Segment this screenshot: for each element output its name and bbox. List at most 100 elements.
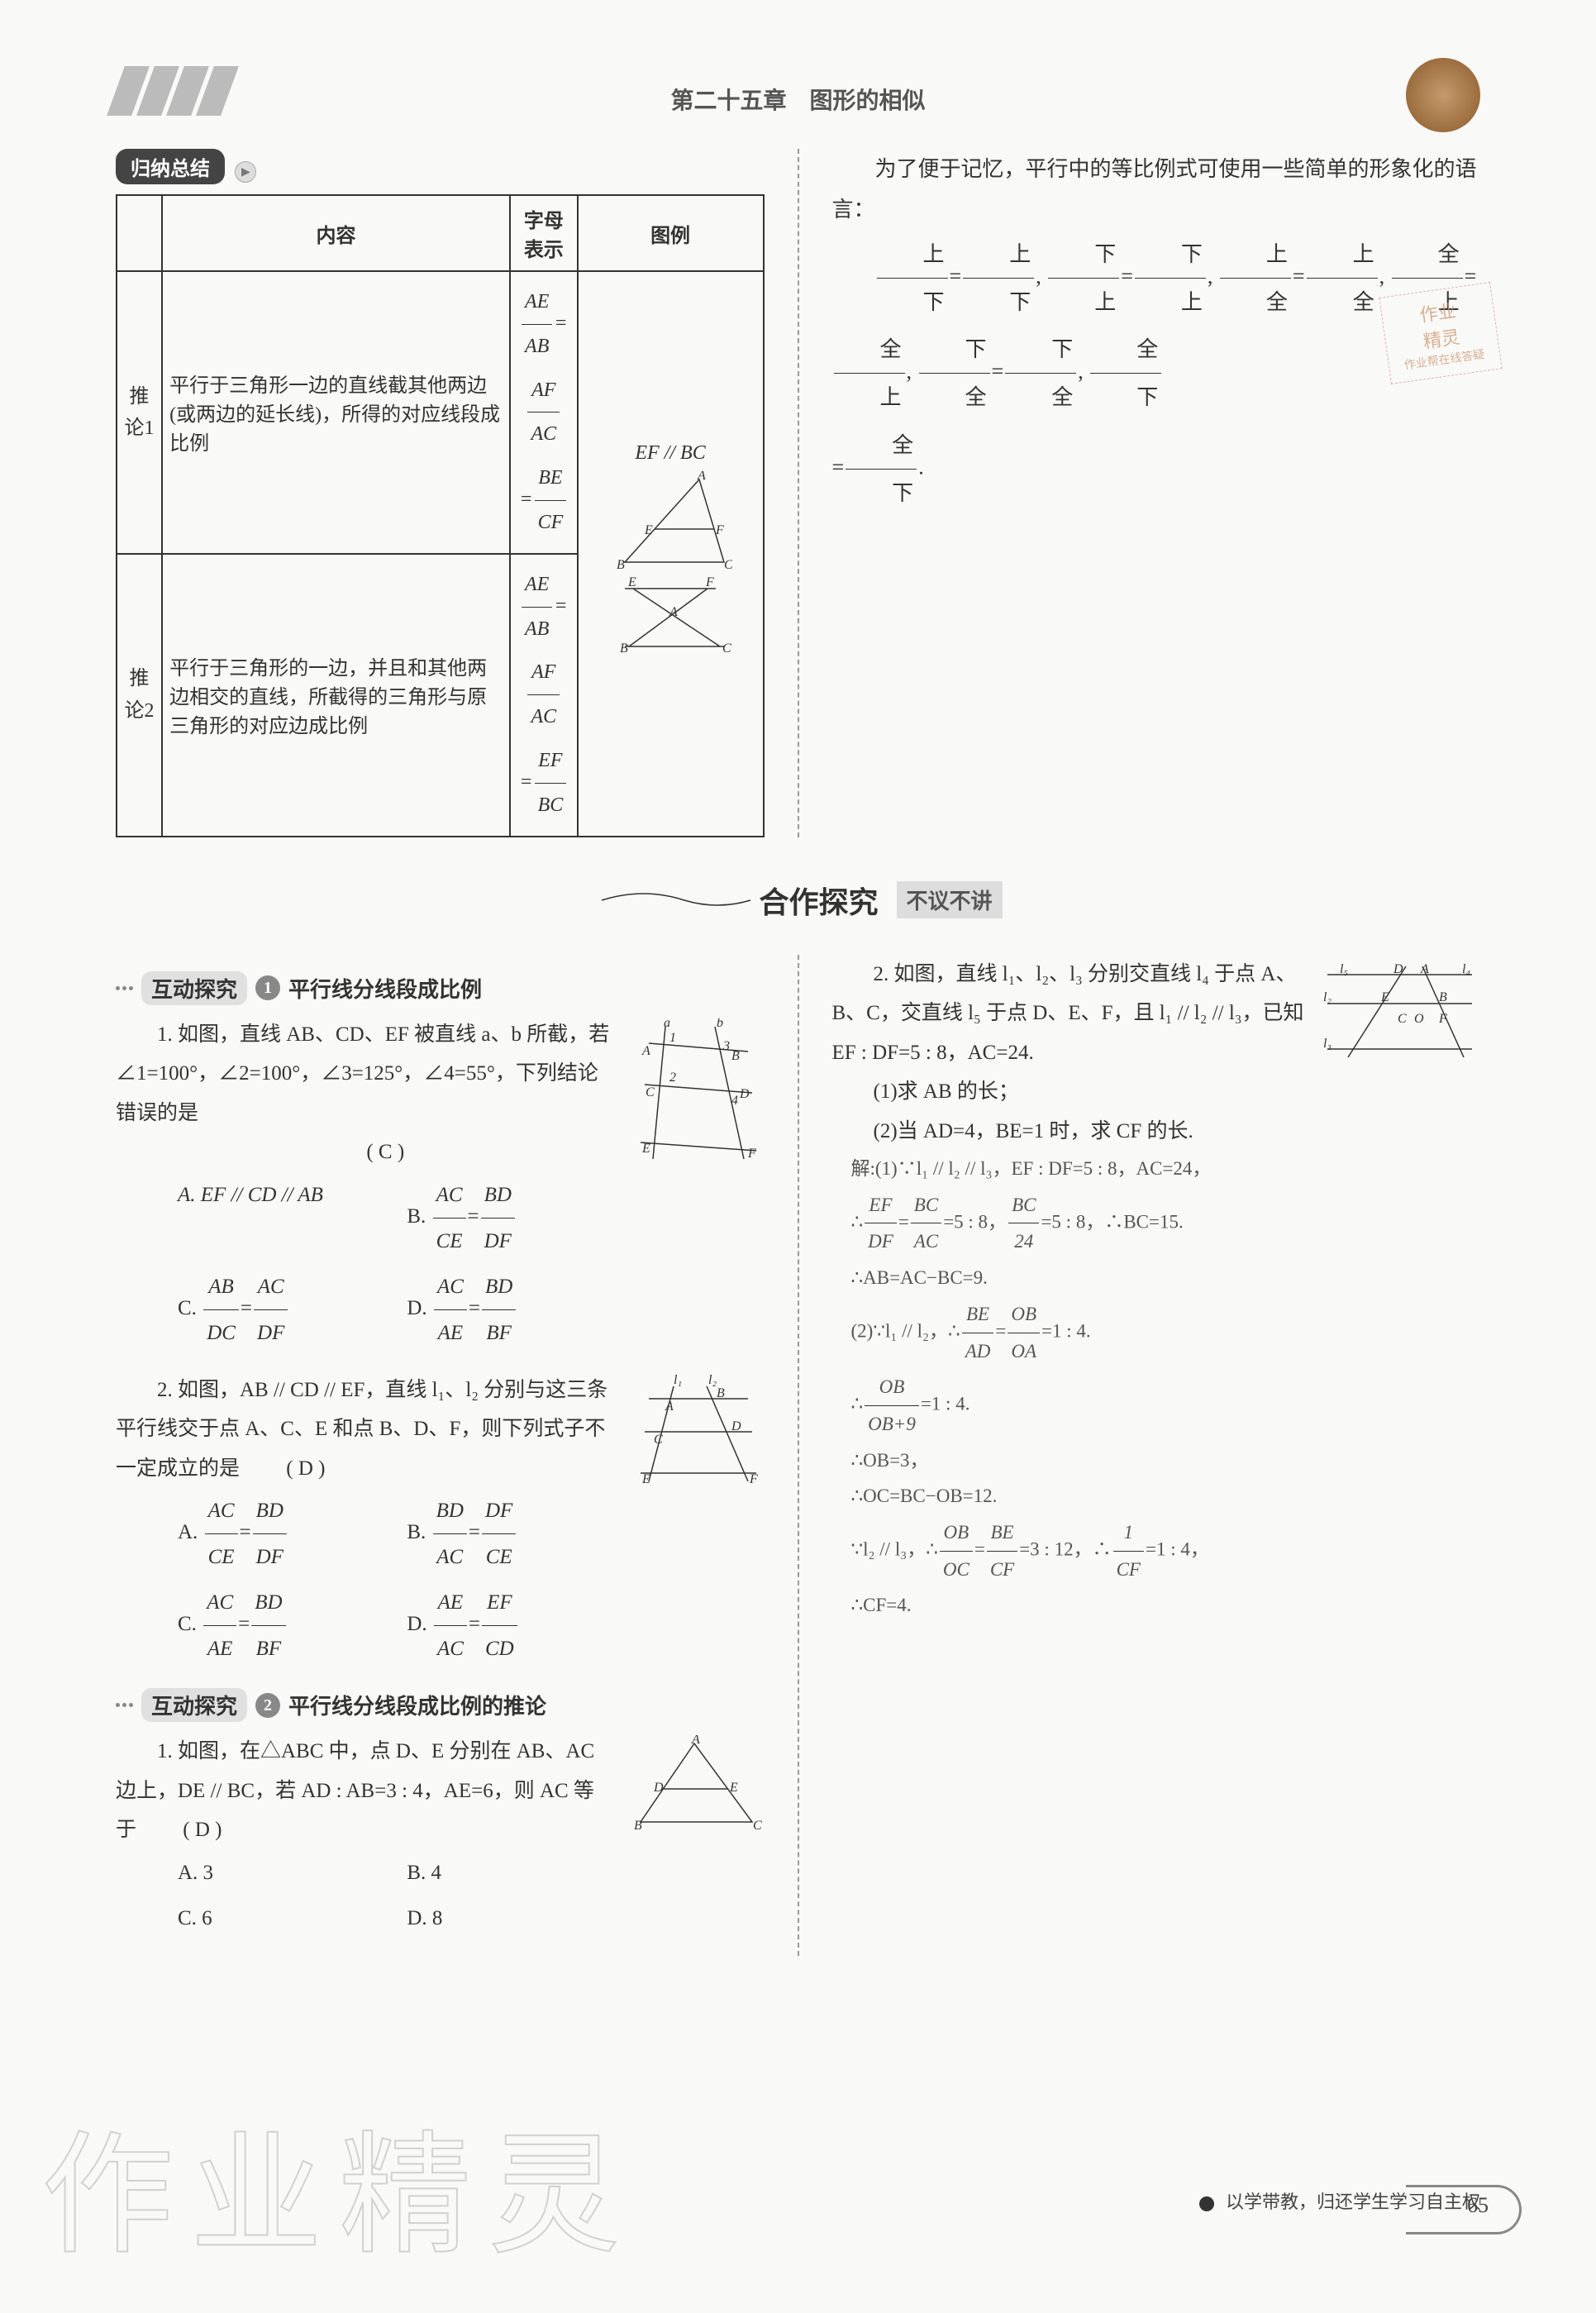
th-blank bbox=[117, 195, 162, 271]
svg-text:B: B bbox=[731, 1049, 740, 1063]
svg-text:l₃: l₃ bbox=[1323, 1037, 1332, 1051]
banner-subtitle: 不议不讲 bbox=[897, 881, 1003, 918]
dot-icon bbox=[1199, 2196, 1214, 2211]
swirl-left-icon bbox=[593, 885, 759, 915]
exploration-2-title: 平行线分线段成比例的推论 bbox=[288, 1690, 546, 1720]
header-stripes-decoration bbox=[116, 66, 230, 116]
svg-text:E: E bbox=[644, 523, 653, 537]
svg-text:C: C bbox=[724, 558, 732, 570]
opt-C: C. ABDC=ACDF bbox=[178, 1264, 374, 1356]
svg-text:C: C bbox=[654, 1433, 663, 1447]
svg-text:A: A bbox=[665, 1400, 674, 1414]
row2-formula: AEAB=AFAC =EFBC bbox=[510, 554, 578, 837]
svg-text:E: E bbox=[1380, 990, 1389, 1004]
table-row: 推论1 平行于三角形一边的直线截其他两边(或两边的延长线)，所得的对应线段成比例… bbox=[117, 271, 764, 554]
row1-label: 推论1 bbox=[117, 271, 162, 554]
top-section: 归纳总结 内容 字母表示 图例 推论1 平行于三角形一边的直线截其他两边(或两边… bbox=[116, 149, 1480, 837]
svg-text:C: C bbox=[753, 1819, 762, 1833]
svg-text:3: 3 bbox=[722, 1039, 730, 1053]
triangle-figure-2: E F A B C bbox=[608, 576, 732, 659]
svg-text:E: E bbox=[729, 1781, 738, 1795]
svg-text:E: E bbox=[627, 576, 636, 589]
bottom-section: 互动探究 1 平行线分线段成比例 ab 13 AB 2C bbox=[116, 955, 1480, 1956]
svg-text:4: 4 bbox=[731, 1094, 738, 1108]
column-divider bbox=[798, 149, 799, 837]
svg-text:D: D bbox=[739, 1087, 750, 1101]
watermark-large: 作业精灵 bbox=[41, 2088, 636, 2280]
solution-block: 解:(1)∵l₁ // l₂ // l₃，EF : DF=5 : 8，AC=24… bbox=[851, 1151, 1481, 1624]
badge-2-icon: 2 bbox=[255, 1693, 280, 1718]
answer-2-1: ( D ) bbox=[183, 1819, 222, 1841]
svg-text:D: D bbox=[731, 1419, 741, 1433]
svg-text:b: b bbox=[717, 1018, 723, 1030]
banner-title: 合作探究 bbox=[759, 879, 878, 922]
svg-text:E: E bbox=[641, 1142, 650, 1156]
svg-text:l₂: l₂ bbox=[1323, 990, 1332, 1004]
intro-paragraph: 为了便于记忆，平行中的等比例式可使用一些简单的形象化的语言： bbox=[832, 149, 1481, 231]
opt-D: D. AEAC=EFCD bbox=[407, 1580, 603, 1672]
row2-content: 平行于三角形的一边，并且和其他两边相交的直线，所截得的三角形与原三角形的对应边成… bbox=[162, 554, 510, 837]
arrow-icon bbox=[235, 161, 256, 183]
opt-D: D. 8 bbox=[407, 1896, 603, 1941]
svg-text:F: F bbox=[715, 523, 724, 537]
problem-1-1-figure: a b 1 3 A B 2C D4 E F bbox=[624, 1018, 765, 1167]
svg-text:B: B bbox=[617, 558, 625, 570]
svg-text:l₁: l₁ bbox=[674, 1374, 682, 1387]
exploration-1-title: 平行线分线段成比例 bbox=[288, 973, 482, 1004]
column-divider bbox=[798, 955, 799, 1956]
svg-text:l₅: l₅ bbox=[1340, 962, 1348, 976]
th-formula: 字母表示 bbox=[510, 195, 578, 271]
svg-text:B: B bbox=[620, 641, 628, 656]
svg-text:B: B bbox=[1439, 990, 1447, 1004]
svg-text:a: a bbox=[664, 1018, 670, 1030]
part2-text: (2)当 AD=4，BE=1 时，求 CF 的长. bbox=[832, 1112, 1481, 1152]
badge-1-icon: 1 bbox=[255, 975, 280, 1000]
th-figure: 图例 bbox=[578, 195, 764, 271]
svg-text:1: 1 bbox=[669, 1031, 676, 1045]
opt-B: B. ACCE=BDDF bbox=[407, 1172, 603, 1264]
chapter-header: 第二十五章 图形的相似 bbox=[116, 83, 1480, 116]
svg-text:2: 2 bbox=[669, 1071, 676, 1085]
opt-A: A. 3 bbox=[178, 1850, 374, 1896]
svg-text:D: D bbox=[653, 1781, 664, 1795]
opt-B: B. 4 bbox=[407, 1850, 603, 1896]
exploration-1-heading: 互动探究 1 平行线分线段成比例 bbox=[116, 971, 765, 1005]
svg-text:B: B bbox=[634, 1819, 642, 1833]
page-number-bg bbox=[1406, 2185, 1522, 2234]
svg-text:F: F bbox=[749, 1472, 758, 1486]
figure-cell: EF // BC A E F B C bbox=[578, 271, 764, 837]
svg-text:D: D bbox=[1393, 962, 1403, 976]
options-1-2: A. ACCE=BDDF B. BDAC=DFCE C. ACAE=BDBF D… bbox=[178, 1488, 614, 1672]
svg-text:B: B bbox=[717, 1386, 725, 1400]
row1-content: 平行于三角形一边的直线截其他两边(或两边的延长线)，所得的对应线段成比例 bbox=[162, 271, 510, 554]
options-2-1: A. 3 B. 4 C. 6 D. 8 bbox=[178, 1850, 614, 1941]
svg-text:F: F bbox=[747, 1147, 756, 1161]
row2-label: 推论2 bbox=[117, 554, 162, 837]
problem-1-1: ab 13 AB 2C D4 EF 1. 如图，直线 AB、CD、EF 被直线 … bbox=[116, 1015, 765, 1356]
right-problem-figure: l₅D Al₄ l₂E B CO l₃F bbox=[1315, 958, 1480, 1066]
row1-formula: AEAB=AFAC =BECF bbox=[510, 271, 578, 554]
intro-formula: 上下=上下, 下上=下上, 上全=上全, 全上=全上, 下全=下全, 全下 =全… bbox=[832, 231, 1481, 517]
svg-text:C: C bbox=[646, 1085, 655, 1099]
svg-text:l₂: l₂ bbox=[708, 1374, 717, 1387]
svg-text:F: F bbox=[1438, 1012, 1447, 1026]
svg-text:A: A bbox=[697, 471, 706, 483]
opt-C: C. 6 bbox=[178, 1896, 374, 1941]
mascot-icon bbox=[1406, 58, 1480, 132]
problem-1-2-figure: l₁l₂ AB CD EF bbox=[624, 1374, 765, 1490]
svg-text:A: A bbox=[669, 605, 678, 619]
chapter-title: 第二十五章 图形的相似 bbox=[116, 83, 1480, 116]
opt-A: A. EF // CD // AB bbox=[178, 1172, 374, 1264]
opt-B: B. BDAC=DFCE bbox=[407, 1488, 603, 1580]
opt-C: C. ACAE=BDBF bbox=[178, 1580, 374, 1672]
svg-text:A: A bbox=[641, 1044, 650, 1058]
answer-1-2: ( D ) bbox=[286, 1457, 325, 1480]
svg-text:F: F bbox=[705, 576, 714, 589]
watermark-stamp: 作业 精灵 作业帮在线答疑 bbox=[1379, 282, 1502, 384]
page-number: 65 bbox=[1467, 2193, 1489, 2218]
figure-label: EF // BC bbox=[585, 442, 756, 465]
problem-1-2: l₁l₂ AB CD EF 2. 如图，AB // CD // EF，直线 l₁… bbox=[116, 1371, 765, 1672]
svg-text:l₄: l₄ bbox=[1462, 962, 1470, 976]
triangle-figure-1: A E F B C bbox=[608, 471, 732, 570]
svg-text:C: C bbox=[1398, 1012, 1407, 1026]
